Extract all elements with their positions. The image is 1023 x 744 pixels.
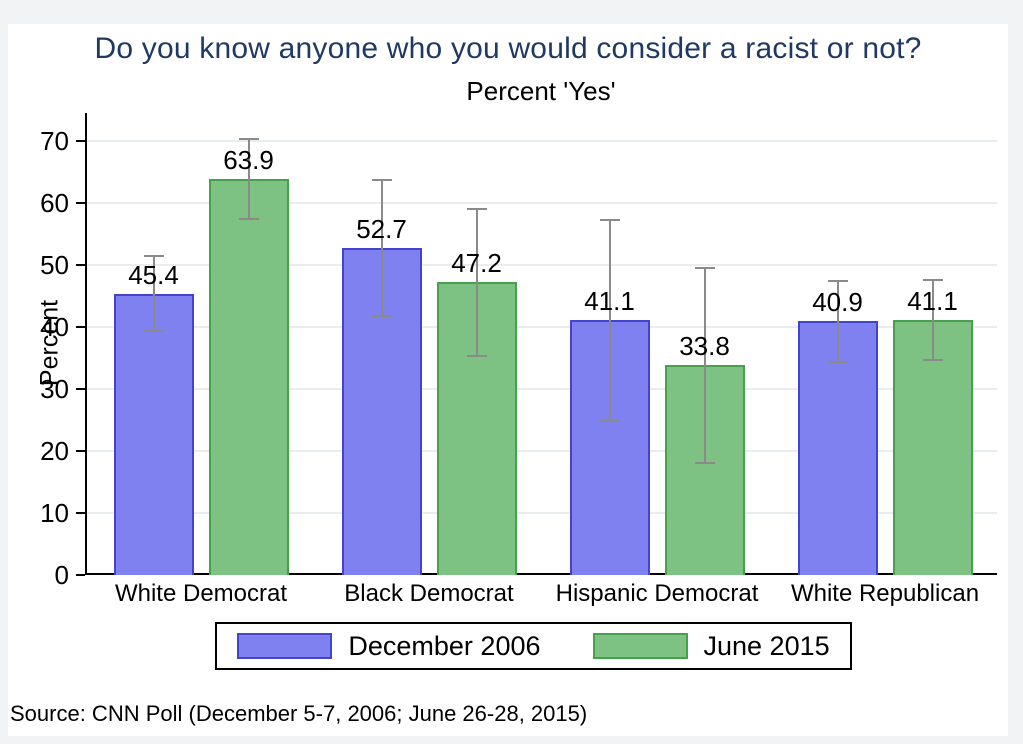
error-bar-cap: [143, 330, 164, 333]
bar-value-label: 52.7: [356, 214, 407, 245]
gridline-30: [87, 388, 997, 390]
error-bar-line: [152, 255, 155, 332]
gridline-20: [87, 450, 997, 452]
y-tick-20: [76, 450, 85, 452]
error-bar-cap: [238, 138, 259, 141]
error-bar-line: [836, 281, 839, 362]
gridline-60: [87, 202, 997, 204]
error-bar-line: [931, 279, 934, 361]
error-bar-cap: [238, 217, 259, 220]
y-tick-50: [76, 264, 85, 266]
error-bar-line: [380, 180, 383, 317]
bar-december-2006: [113, 293, 194, 575]
error-bar-line: [703, 268, 706, 463]
error-bar-cap: [922, 359, 943, 362]
y-tick-label-40: 40: [40, 312, 69, 342]
bar-value-label: 47.2: [451, 248, 502, 279]
error-bar-line: [247, 139, 250, 219]
y-tick-0: [76, 574, 85, 576]
y-tick-label-50: 50: [40, 250, 69, 280]
error-bar-cap: [143, 254, 164, 257]
bar-value-label: 33.8: [679, 331, 730, 362]
legend-entry-june-2015: June 2015: [592, 630, 830, 662]
figure-margin-left: [0, 0, 8, 744]
source-note: Source: CNN Poll (December 5-7, 2006; Ju…: [10, 701, 588, 726]
error-bar-cap: [694, 461, 715, 464]
error-bar-cap: [599, 419, 620, 422]
legend-swatch-december-2006: [237, 633, 333, 659]
y-tick-30: [76, 388, 85, 390]
error-bar-cap: [827, 280, 848, 283]
legend: December 2006 June 2015: [215, 622, 852, 670]
y-tick-label-60: 60: [40, 188, 69, 218]
bar-value-label: 41.1: [907, 286, 958, 317]
bar-june-2015: [892, 320, 973, 575]
figure-margin-bottom: [0, 736, 1023, 744]
error-bar-cap: [466, 208, 487, 211]
gridline-70: [87, 140, 997, 142]
bar-june-2015: [208, 178, 289, 575]
error-bar-cap: [827, 360, 848, 363]
y-tick-40: [76, 326, 85, 328]
gridline-50: [87, 264, 997, 266]
error-bar-cap: [694, 267, 715, 270]
gridline-10: [87, 512, 997, 514]
error-bar-cap: [922, 278, 943, 281]
x-category-label: Hispanic Democrat: [555, 580, 759, 607]
bar-value-label: 40.9: [812, 287, 863, 318]
x-category-label: Black Democrat: [344, 580, 514, 607]
error-bar-cap: [371, 179, 392, 182]
legend-label-december-2006: December 2006: [348, 630, 541, 661]
bar-value-label: 45.4: [128, 259, 179, 290]
legend-label-june-2015: June 2015: [703, 630, 830, 661]
gridline-40: [87, 326, 997, 328]
plot-area: Percent 0 10 20 30 40 50 60 70 White Democrat 45.…: [36, 113, 997, 607]
y-tick-label-30: 30: [40, 374, 69, 404]
chart-title: Do you know anyone who you would conside…: [94, 32, 922, 65]
x-category-label: White Democrat: [114, 580, 288, 607]
y-tick-label-20: 20: [40, 436, 69, 466]
y-tick-label-0: 0: [54, 560, 69, 590]
chart-subtitle: Percent 'Yes': [466, 76, 616, 106]
figure-margin-top: [0, 0, 1023, 24]
error-bar-cap: [599, 218, 620, 221]
figure-margin-right: [1008, 0, 1023, 744]
legend-swatch-june-2015: [592, 633, 688, 659]
y-tick-label-10: 10: [40, 498, 69, 528]
error-bar-cap: [466, 354, 487, 357]
y-tick-60: [76, 202, 85, 204]
error-bar-line: [608, 219, 611, 421]
legend-entry-december-2006: December 2006: [237, 630, 541, 662]
x-category-label: White Republican: [790, 580, 980, 607]
bar-value-label: 63.9: [223, 144, 274, 175]
bar-value-label: 41.1: [584, 286, 635, 317]
error-bar-line: [475, 209, 478, 356]
y-tick-70: [76, 140, 85, 142]
y-tick-10: [76, 512, 85, 514]
y-tick-label-70: 70: [40, 126, 69, 156]
error-bar-cap: [371, 315, 392, 318]
